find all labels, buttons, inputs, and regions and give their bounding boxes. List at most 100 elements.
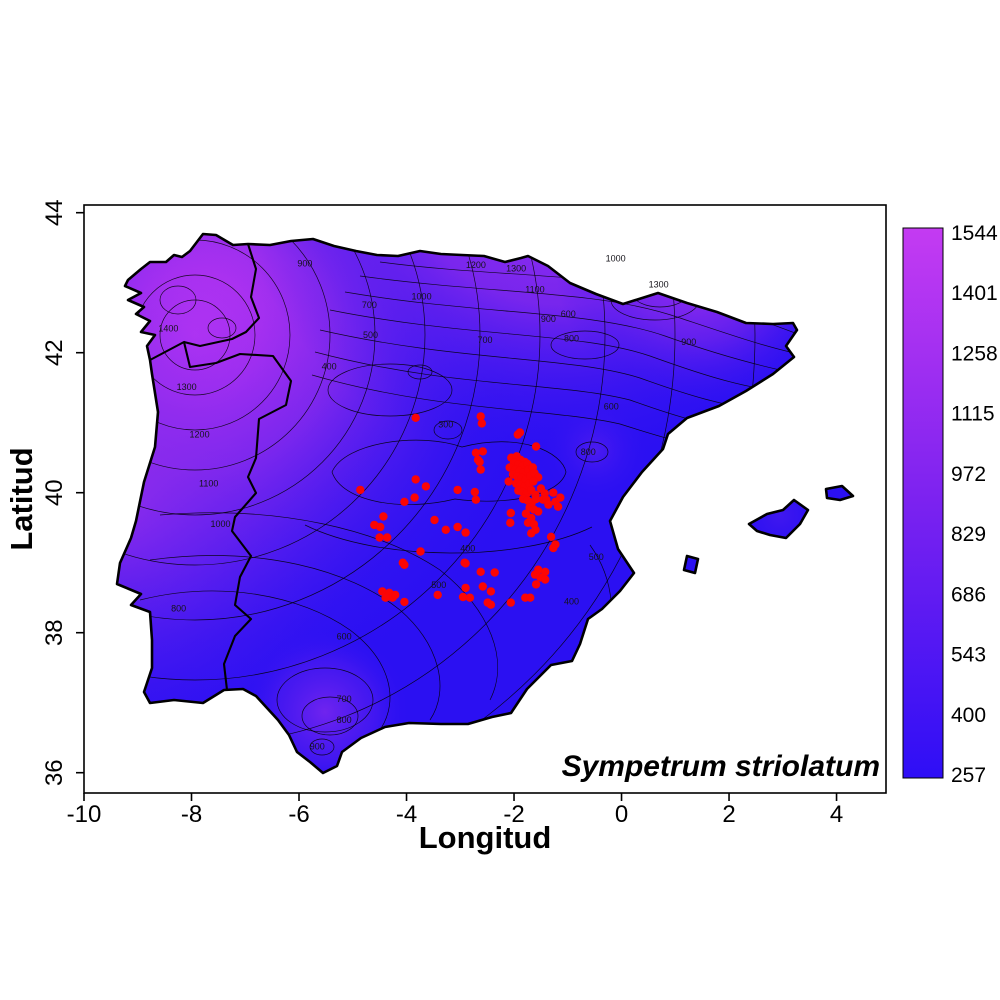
occurrence-point (381, 593, 390, 602)
contour-value-label: 900 (310, 742, 325, 752)
occurrence-point (465, 593, 475, 602)
contour-value-label: 1100 (199, 478, 218, 488)
occurrence-point (400, 597, 409, 607)
occurrence-point (534, 507, 543, 516)
contour-value-label: 900 (541, 314, 556, 324)
x-tick-label: -6 (288, 801, 309, 828)
contour-value-label: 1300 (506, 264, 526, 274)
occurrence-point (504, 477, 513, 486)
occurrence-point (410, 493, 419, 502)
coastline (115, 232, 855, 775)
colorbar-tick-label: 829 (951, 523, 986, 546)
colorbar-tick-label: 543 (951, 644, 986, 667)
occurrence-point (411, 475, 420, 484)
occurrence-point (531, 442, 541, 451)
menorca-island (824, 484, 855, 502)
galicia-border (183, 243, 261, 348)
country-borders (149, 243, 293, 691)
contour-value-label: 500 (363, 330, 378, 340)
occurrence-point (478, 447, 487, 456)
occurrence-point (477, 419, 486, 428)
occurrence-point (506, 518, 515, 527)
contour-value-label: 1300 (649, 280, 669, 290)
contour-value-label: 400 (460, 544, 475, 554)
colorbar-tick-label: 1115 (951, 403, 995, 426)
colorbar-tick-label: 686 (951, 583, 986, 606)
occurrence-point (411, 413, 420, 422)
x-tick-label: 2 (722, 801, 735, 828)
contour-value-label: 700 (362, 300, 377, 310)
occurrence-point (476, 465, 485, 474)
occurrence-point (549, 488, 558, 497)
plot-box (83, 204, 887, 794)
occurrence-point (541, 575, 550, 584)
contour-value-label: 1300 (177, 382, 197, 392)
occurrence-point (400, 497, 409, 506)
occurrence-point (379, 512, 388, 521)
ibiza-island (682, 554, 700, 575)
contour-value-label: 1000 (606, 254, 626, 264)
y-tick-label: 44 (41, 199, 68, 226)
y-tick-label: 40 (41, 479, 68, 506)
contour-value-label: 500 (589, 552, 604, 562)
contour-value-label: 600 (337, 632, 352, 642)
occurrence-point (486, 600, 496, 609)
occurrence-point (544, 500, 553, 509)
colorbar-tick-label: 1258 (951, 342, 998, 365)
occurrence-point (526, 593, 535, 602)
occurrence-point (471, 495, 481, 504)
colorbar-tick-label: 400 (951, 704, 986, 727)
occurrence-point (416, 547, 425, 556)
occurrence-point (530, 570, 540, 579)
x-axis-title: Longitud (419, 820, 552, 855)
occurrence-point (458, 592, 468, 602)
occurrence-point (441, 525, 450, 534)
y-axis-ticks: 36 38 40 42 44 (41, 199, 84, 786)
occurrence-point (476, 567, 485, 576)
occurrence-point (551, 540, 560, 549)
occurrence-point (378, 587, 387, 596)
colorbar-tick-label: 1401 (951, 282, 998, 305)
colorbar-tick-label: 1544 (951, 222, 998, 245)
contour-value-label: 300 (438, 420, 453, 430)
contour-labels: 1400 1300 1200 1100 1000 900 1200 1300 1100 1000 7… (158, 254, 696, 752)
x-tick-label: -2 (503, 801, 524, 828)
occurrence-point (461, 559, 470, 568)
mallorca-island (747, 498, 810, 540)
x-tick-label: 0 (615, 801, 628, 828)
occurrence-point (453, 522, 462, 532)
occurrence-point (556, 493, 565, 502)
contour-value-label: 1000 (211, 519, 231, 529)
contour-value-label: 900 (297, 259, 312, 269)
occurrence-point (356, 485, 365, 495)
occurrence-point (527, 529, 536, 538)
contour-value-label: 1100 (525, 285, 544, 295)
occurrence-point (506, 508, 515, 518)
occurrence-point (506, 598, 515, 607)
occurrence-points (356, 412, 565, 609)
occurrence-point (475, 457, 484, 467)
occurrence-point (433, 590, 442, 600)
occurrence-point (453, 485, 462, 495)
colorbar-labels: 1544 1401 1258 1115 972 829 686 543 400 257 (951, 222, 998, 787)
y-tick-label: 38 (41, 619, 68, 646)
occurrence-point (430, 515, 439, 525)
occurrence-point (375, 533, 384, 542)
occurrence-point (513, 430, 522, 439)
contour-value-label: 900 (681, 337, 696, 347)
species-label: Sympetrum striolatum (562, 750, 880, 783)
occurrence-point (531, 494, 541, 504)
contour-value-label: 700 (477, 335, 492, 345)
y-tick-label: 42 (41, 339, 68, 366)
contour-value-label: 700 (337, 694, 352, 704)
occurrence-point (383, 533, 392, 542)
colorbar-tick-label: 972 (951, 463, 986, 486)
y-tick-label: 36 (41, 759, 68, 786)
x-tick-label: -10 (67, 801, 102, 828)
colorbar-tick-label: 257 (951, 764, 986, 787)
x-tick-label: -8 (181, 801, 202, 828)
occurrence-point (541, 567, 550, 576)
occurrence-point (486, 587, 496, 596)
